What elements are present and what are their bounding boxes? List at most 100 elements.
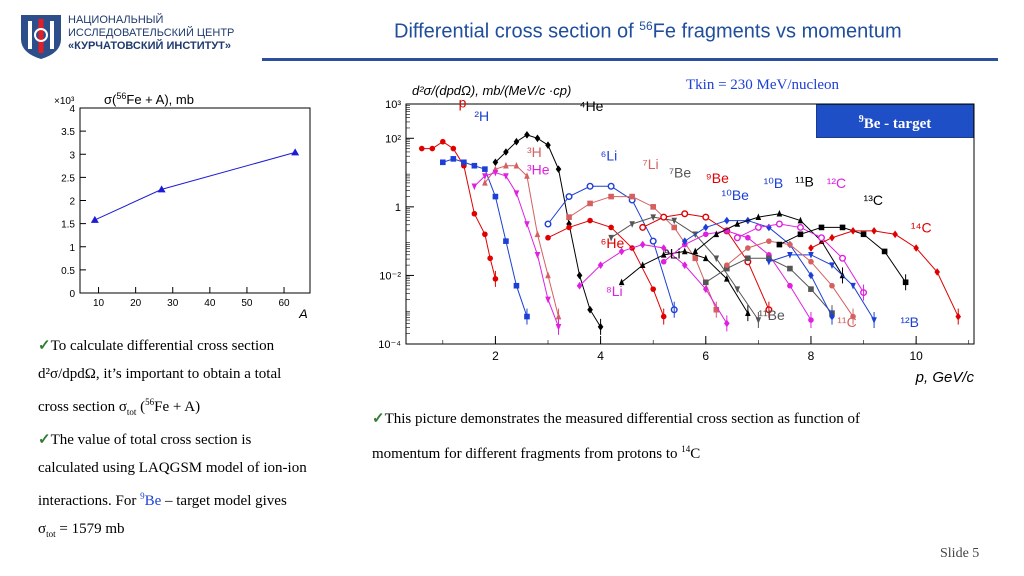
data-point — [808, 244, 814, 252]
sigma-tot-sub: tot — [46, 529, 56, 539]
series-6li — [544, 182, 678, 318]
data-point — [745, 255, 751, 262]
bullet-1-line-b: d²σ/dpdΩ, it’s important to obtain a tot… — [38, 366, 282, 382]
data-point — [724, 262, 730, 268]
plot-frame — [405, 103, 975, 345]
data-point — [817, 234, 825, 242]
data-point — [513, 190, 520, 197]
data-point — [724, 275, 730, 282]
data-point — [934, 268, 940, 276]
logo-line-1: НАЦИОНАЛЬНЫЙ — [68, 14, 164, 26]
series-14c — [808, 227, 962, 325]
data-point — [524, 172, 530, 179]
y-tick-label: 1 — [69, 243, 75, 254]
data-point — [649, 237, 657, 245]
data-point — [534, 134, 541, 143]
be-sup: 9 — [140, 491, 145, 501]
fragment-label: ¹²B — [900, 314, 919, 330]
y-tick-label: 3 — [69, 150, 75, 161]
data-point — [587, 200, 593, 207]
series-6he — [545, 217, 667, 325]
data-point — [660, 213, 668, 221]
fragment-label: ¹²C — [827, 175, 846, 191]
data-point — [440, 138, 446, 145]
fragment-label: ⁷Li — [643, 156, 659, 172]
series-11c — [724, 238, 856, 325]
series-9li — [618, 247, 751, 322]
y-tick-label: 10⁻² — [379, 270, 401, 282]
x-axis-label: A — [298, 306, 308, 318]
institute-name: НАЦИОНАЛЬНЫЙ ИССЛЕДОВАТЕЛЬСКИЙ ЦЕНТР «КУ… — [68, 14, 234, 53]
series-line — [484, 165, 560, 317]
data-point — [545, 271, 551, 279]
data-point — [650, 214, 656, 221]
data-point — [839, 224, 846, 231]
fragment-label: ¹⁴C — [911, 220, 932, 236]
fragment-label: ⁶Li — [601, 148, 618, 164]
total-sigma-label: cross section σ — [38, 399, 127, 415]
y-tick-label: 2.5 — [61, 173, 75, 184]
data-point — [545, 141, 551, 149]
fe-text: Fe + A) — [154, 399, 201, 415]
x-tick-label: 8 — [808, 349, 815, 363]
check-icon: ✓ — [38, 432, 51, 448]
data-point — [681, 210, 689, 218]
y-tick-label: 10² — [385, 133, 401, 145]
data-point — [808, 252, 814, 259]
data-point — [492, 169, 499, 177]
data-point — [766, 258, 772, 266]
data-point — [503, 161, 509, 169]
data-point — [650, 286, 656, 292]
data-point — [576, 271, 583, 280]
sigma-value: = 1579 mb — [55, 521, 125, 537]
x-axis-label: p, GeV/c — [915, 369, 975, 386]
data-point — [545, 234, 551, 241]
data-point — [692, 255, 699, 262]
data-point — [639, 223, 647, 231]
right-line-1-text: This picture demonstrates the measured d… — [384, 411, 860, 427]
series-7li — [566, 193, 720, 318]
series-line — [568, 196, 717, 310]
data-point — [471, 162, 478, 169]
slide-number: Slide 5 — [940, 546, 980, 561]
data-point — [482, 173, 488, 180]
data-point — [608, 224, 614, 231]
data-point — [513, 161, 520, 169]
series-13c — [776, 224, 909, 291]
y-tick-label: 1.5 — [61, 220, 75, 231]
data-point — [429, 145, 436, 152]
series-line — [579, 244, 728, 324]
data-point — [808, 258, 814, 265]
bullet-1-line-a: To calculate differential cross section — [50, 338, 275, 354]
fragment-label: ⁹Li — [664, 245, 681, 261]
series-line — [694, 213, 843, 276]
data-point — [607, 182, 615, 190]
bullet-2-line-b: calculated using LAQGSM model of ion-ion — [38, 460, 307, 476]
series-line — [621, 250, 749, 314]
fragment-label: ⁷Be — [669, 165, 691, 181]
series-2h — [440, 156, 530, 325]
total-cross-section-chart: 0 0.5 1 1.5 2 2.5 3 3.5 4 10 20 30 40 50 60 ×10³ σ(56Fe … — [54, 91, 311, 318]
c-sup: 14 — [681, 444, 691, 454]
data-point — [839, 254, 847, 262]
plot-frame — [79, 107, 311, 294]
x-tick-label: 10 — [93, 298, 105, 309]
sigma-symbol: σ — [38, 521, 47, 537]
data-point — [660, 258, 667, 265]
x-tick-label: 20 — [130, 298, 142, 309]
data-point — [724, 216, 730, 225]
data-point — [787, 241, 793, 248]
bullet-2-line-c: interactions. For 9Be – target model giv… — [38, 482, 346, 515]
data-point — [702, 254, 709, 262]
data-point — [754, 223, 762, 231]
fe-sup: 56 — [145, 397, 155, 407]
logo-line-2: ИССЛЕДОВАТЕЛЬСКИЙ ЦЕНТР — [68, 27, 235, 39]
data-point — [755, 213, 762, 220]
data-point — [787, 282, 793, 289]
y-tick-label: 10⁻⁴ — [378, 339, 401, 351]
series-line — [768, 254, 875, 321]
right-text-block: ✓This picture demonstrates the measured … — [372, 404, 984, 469]
data-point — [608, 234, 614, 242]
y-tick-label: 3.5 — [61, 127, 75, 138]
fragment-label: ³He — [527, 161, 550, 177]
